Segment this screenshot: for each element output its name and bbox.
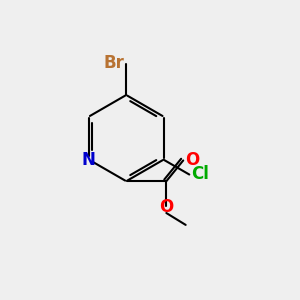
Text: O: O: [159, 198, 173, 216]
Text: Cl: Cl: [191, 165, 209, 183]
Text: N: N: [82, 151, 96, 169]
Text: Br: Br: [103, 54, 124, 72]
Text: O: O: [185, 152, 200, 169]
